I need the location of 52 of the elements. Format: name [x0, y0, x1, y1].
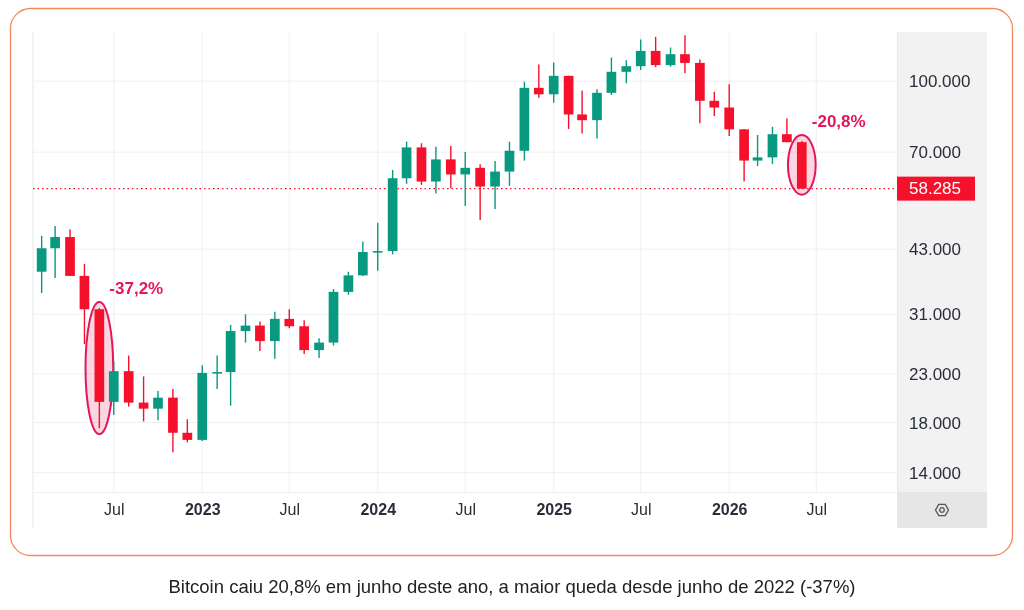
candlestick	[299, 319, 310, 355]
y-tick-label: 70.000	[909, 143, 961, 163]
y-tick-label: 23.000	[909, 364, 961, 384]
candlestick	[724, 83, 735, 137]
candlestick	[357, 240, 368, 277]
candlestick	[343, 271, 354, 296]
candlestick	[665, 46, 676, 68]
candlestick	[709, 91, 720, 117]
x-tick-label: 2023	[184, 501, 221, 519]
y-tick-label: 14.000	[909, 463, 961, 483]
candlestick	[182, 418, 193, 444]
x-tick-label: 2026	[711, 501, 748, 519]
annotation: -37,2%	[109, 278, 164, 298]
candlestick	[372, 222, 383, 272]
y-tick-label: 43.000	[909, 240, 961, 260]
candlestick	[533, 63, 544, 99]
candlestick	[153, 390, 163, 422]
x-tick-label: Jul	[279, 501, 300, 519]
candlestick	[490, 160, 500, 210]
candlestick	[606, 56, 617, 96]
candlestick	[138, 375, 149, 423]
candlestick	[767, 126, 778, 165]
candlestick	[680, 34, 690, 75]
candlestick	[445, 145, 456, 189]
candlestick	[548, 61, 559, 104]
candlestick	[650, 36, 661, 68]
x-tick-label: Jul	[806, 501, 827, 519]
candlestick	[50, 225, 60, 279]
candlestick	[255, 320, 265, 352]
candlestick	[621, 59, 632, 85]
candlestick	[284, 308, 295, 329]
x-tick-label: Jul	[631, 501, 652, 519]
candlestick	[635, 38, 646, 71]
y-tick-label: 100.000	[909, 72, 971, 92]
candlestick	[460, 151, 471, 207]
candlestick	[270, 311, 280, 360]
annotation: -20,8%	[811, 111, 866, 131]
text: Bitcoin caiu 20,8% em junho deste ano, a maior queda desde junho de 2022 (-37%)	[168, 575, 856, 597]
x-tick-label: Jul	[455, 501, 476, 519]
y-tick-label: 18.000	[909, 413, 961, 433]
candlestick	[36, 235, 47, 294]
x-tick-label: 2025	[536, 501, 573, 519]
ref-line-label: 58.285	[909, 179, 961, 199]
y-tick-label: 31.000	[909, 305, 961, 325]
candlestick	[504, 140, 515, 187]
candlestick	[577, 90, 587, 135]
candlestick	[212, 354, 222, 390]
candlestick	[752, 134, 763, 167]
x-tick-label: Jul	[104, 501, 125, 519]
candlestick	[431, 146, 441, 195]
candlestick	[314, 337, 324, 359]
x-tick-label: 2024	[360, 501, 397, 519]
